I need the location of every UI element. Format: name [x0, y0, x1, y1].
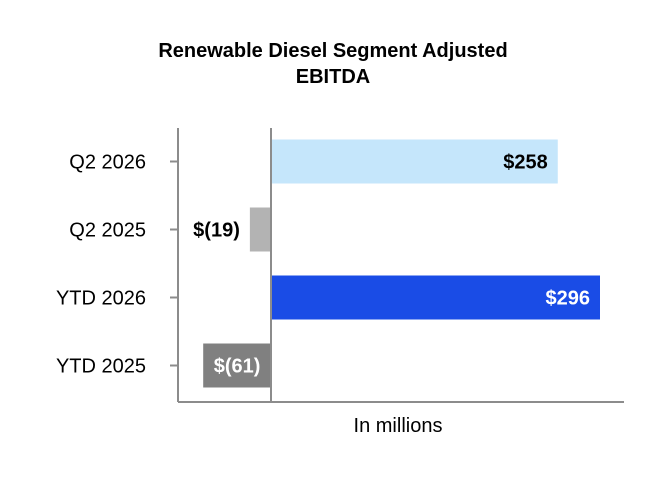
y-tick-label: YTD 2026	[56, 288, 146, 310]
data-label: $(61)	[214, 356, 261, 378]
x-axis-label: In millions	[354, 415, 443, 437]
y-tick-label: Q2 2026	[69, 152, 146, 174]
bars-layer	[203, 139, 600, 388]
bar-q2-2026	[271, 139, 558, 184]
data-label: $258	[503, 152, 548, 174]
y-tick-label: Q2 2025	[69, 220, 146, 242]
data-label: $296	[546, 288, 591, 310]
bar-ytd-2026	[271, 275, 600, 320]
labels-layer: Q2 2026 $258 Q2 2025 $(19) YTD 2026 $296 YTD 2…	[56, 152, 590, 378]
chart-title-line-2: EBITDA	[295, 66, 371, 88]
y-tick-label: YTD 2025	[56, 356, 146, 378]
chart-title: Renewable Diesel Segment Adjusted EBITDA	[0, 38, 666, 90]
data-label: $(19)	[193, 220, 240, 242]
ticks-layer	[170, 160, 178, 367]
bar-q2-2025	[249, 207, 271, 252]
chart-title-line-1: Renewable Diesel Segment Adjusted	[158, 40, 508, 62]
bar-ytd-2025	[203, 343, 271, 388]
